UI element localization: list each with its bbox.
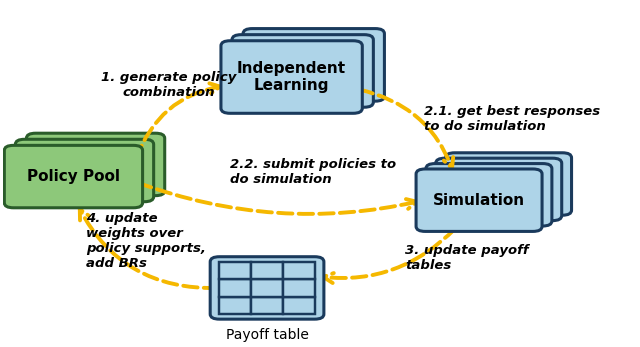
FancyBboxPatch shape (416, 169, 542, 231)
Text: 3. update payoff
tables: 3. update payoff tables (405, 244, 529, 272)
FancyBboxPatch shape (436, 158, 562, 221)
Text: 2.1. get best responses
to do simulation: 2.1. get best responses to do simulation (424, 105, 600, 133)
FancyBboxPatch shape (220, 262, 251, 279)
Text: Payoff table: Payoff table (226, 328, 308, 341)
FancyBboxPatch shape (251, 279, 283, 297)
FancyBboxPatch shape (445, 153, 572, 215)
FancyBboxPatch shape (15, 139, 154, 202)
FancyBboxPatch shape (283, 297, 315, 314)
Text: Independent
Learning: Independent Learning (237, 61, 346, 93)
FancyBboxPatch shape (221, 41, 362, 113)
Text: Policy Pool: Policy Pool (27, 169, 120, 184)
FancyBboxPatch shape (426, 163, 552, 226)
Text: 4. update
weights over
policy supports,
add BRs: 4. update weights over policy supports, … (86, 212, 205, 270)
FancyBboxPatch shape (232, 35, 373, 107)
FancyBboxPatch shape (220, 279, 251, 297)
FancyBboxPatch shape (26, 133, 164, 196)
Text: 2.2. submit policies to
do simulation: 2.2. submit policies to do simulation (230, 158, 396, 186)
Text: 1. generate policy
combination: 1. generate policy combination (101, 71, 236, 100)
FancyBboxPatch shape (210, 257, 324, 319)
FancyBboxPatch shape (4, 145, 143, 208)
Text: Simulation: Simulation (433, 193, 525, 208)
FancyBboxPatch shape (251, 262, 283, 279)
FancyBboxPatch shape (243, 28, 385, 101)
FancyBboxPatch shape (220, 297, 251, 314)
FancyBboxPatch shape (283, 279, 315, 297)
FancyBboxPatch shape (251, 297, 283, 314)
FancyBboxPatch shape (283, 262, 315, 279)
